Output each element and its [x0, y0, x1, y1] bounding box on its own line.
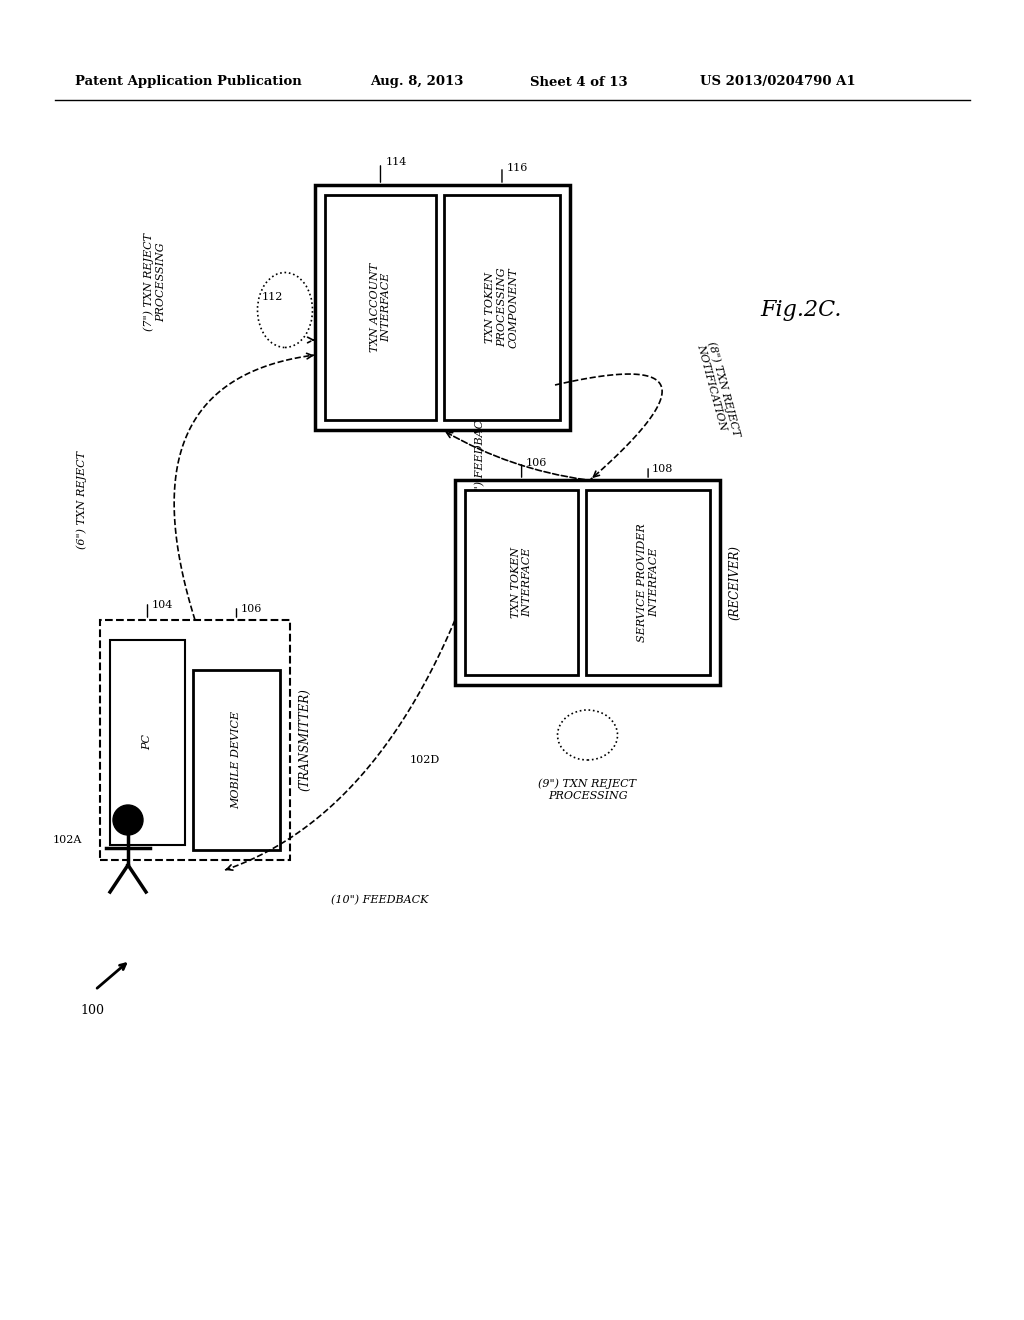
- Bar: [193, 671, 280, 850]
- Text: Sheet 4 of 13: Sheet 4 of 13: [530, 75, 628, 88]
- Text: US 2013/0204790 A1: US 2013/0204790 A1: [700, 75, 856, 88]
- Text: Fig.2C.: Fig.2C.: [760, 300, 842, 321]
- Text: 116: 116: [507, 162, 528, 173]
- Text: PC: PC: [142, 734, 153, 751]
- Ellipse shape: [257, 272, 312, 347]
- Bar: [455, 480, 720, 685]
- Text: 106: 106: [525, 458, 547, 469]
- Text: TXN ACCOUNT
INTERFACE: TXN ACCOUNT INTERFACE: [370, 263, 391, 352]
- Bar: [586, 490, 710, 675]
- Circle shape: [113, 805, 143, 836]
- Text: 114: 114: [385, 157, 407, 168]
- Text: TXN TOKEN
PROCESSING
COMPONENT: TXN TOKEN PROCESSING COMPONENT: [485, 267, 518, 347]
- Text: (6") TXN REJECT: (6") TXN REJECT: [77, 451, 87, 549]
- Text: (10") FEEDBACK: (10") FEEDBACK: [475, 412, 485, 508]
- Bar: [110, 640, 185, 845]
- Text: (10") FEEDBACK: (10") FEEDBACK: [332, 895, 429, 906]
- Bar: [100, 620, 290, 861]
- Text: (RECEIVER): (RECEIVER): [728, 545, 741, 620]
- Text: TXN TOKEN
INTERFACE: TXN TOKEN INTERFACE: [511, 546, 532, 618]
- Text: (TRANSMITTER): (TRANSMITTER): [298, 689, 311, 792]
- Ellipse shape: [557, 710, 617, 760]
- Bar: [325, 195, 436, 420]
- Text: SERVICE PROVIDER
INTERFACE: SERVICE PROVIDER INTERFACE: [637, 523, 658, 642]
- Bar: [315, 185, 570, 430]
- Text: (8") TXN REJECT
NOTIFICATION: (8") TXN REJECT NOTIFICATION: [695, 339, 741, 440]
- Text: Aug. 8, 2013: Aug. 8, 2013: [370, 75, 464, 88]
- Text: (9") TXN REJECT
PROCESSING: (9") TXN REJECT PROCESSING: [539, 779, 637, 801]
- Text: 100: 100: [80, 1003, 104, 1016]
- Text: 108: 108: [652, 465, 674, 474]
- Text: 102D: 102D: [410, 755, 440, 766]
- Bar: [465, 490, 579, 675]
- Text: 112: 112: [262, 293, 284, 302]
- Text: 102A: 102A: [52, 836, 82, 845]
- Text: MOBILE DEVICE: MOBILE DEVICE: [231, 711, 242, 809]
- Text: Patent Application Publication: Patent Application Publication: [75, 75, 302, 88]
- Text: (7") TXN REJECT
PROCESSING: (7") TXN REJECT PROCESSING: [144, 234, 166, 331]
- Text: 104: 104: [152, 601, 173, 610]
- Text: 106: 106: [241, 605, 262, 614]
- Bar: [444, 195, 560, 420]
